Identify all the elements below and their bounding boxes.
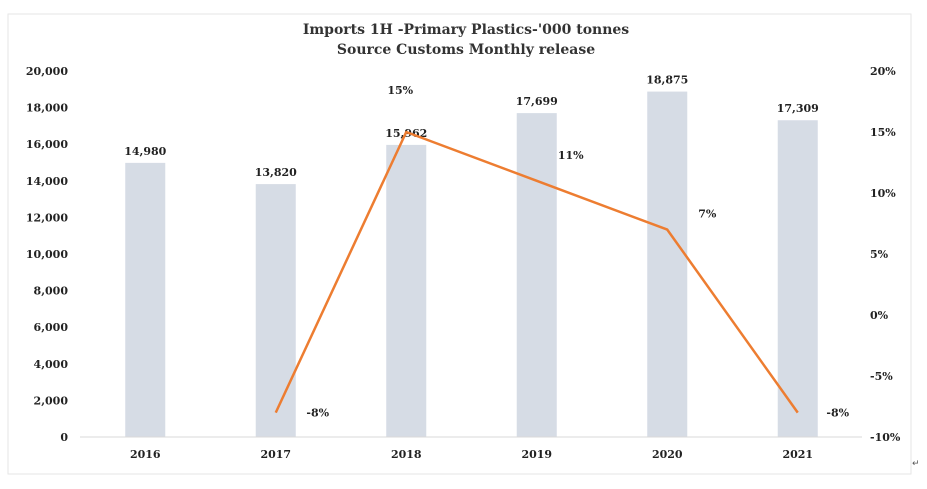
x-axis-tick-label: 2017 <box>260 448 291 461</box>
growth-value-label: -8% <box>306 407 329 420</box>
growth-line <box>274 130 799 414</box>
x-axis-tick-labels: 2016 2017 2018 2019 2020 2021 <box>130 448 813 461</box>
growth-value-label: 15% <box>387 84 413 97</box>
bar <box>777 120 818 437</box>
bar <box>125 162 166 437</box>
growth-value-label: 11% <box>558 149 584 162</box>
left-axis-tick-label: 0 <box>60 431 68 444</box>
left-axis-tick-label: 12,000 <box>26 211 68 224</box>
left-axis-tick-label: 18,000 <box>26 102 68 115</box>
right-axis-tick-label: -5% <box>870 370 893 383</box>
bar <box>255 184 296 437</box>
x-axis-tick-label: 2020 <box>652 448 683 461</box>
x-axis-tick-label: 2021 <box>782 448 813 461</box>
bar-series <box>125 91 818 438</box>
growth-data-labels: -8% 15% 11% 7% -8% <box>306 84 849 420</box>
bar <box>516 113 557 437</box>
growth-line-series <box>274 130 799 414</box>
x-axis-tick-label: 2019 <box>521 448 552 461</box>
left-axis-tick-label: 20,000 <box>26 65 68 78</box>
chart-title: Imports 1H -Primary Plastics-'000 tonnes <box>303 22 629 38</box>
corner-mark: ↵ <box>912 459 920 469</box>
chart-border <box>7 13 912 475</box>
left-axis-tick-label: 4,000 <box>34 358 69 371</box>
right-axis-tick-label: 5% <box>870 248 889 261</box>
left-axis-tick-label: 16,000 <box>26 138 68 151</box>
bar <box>386 144 427 438</box>
left-axis-tick-label: 2,000 <box>34 394 69 407</box>
x-axis-tick-label: 2018 <box>391 448 422 461</box>
growth-value-label: -8% <box>826 407 849 420</box>
left-axis-tick-label: 14,000 <box>26 175 68 188</box>
bar-value-label: 17,309 <box>777 102 819 115</box>
left-axis-tick-label: 6,000 <box>34 321 69 334</box>
bar-value-label: 18,875 <box>646 74 688 87</box>
right-axis-tick-label: 10% <box>870 187 896 200</box>
right-axis-tick-label: 20% <box>870 65 896 78</box>
left-y-axis: 0 2,000 4,000 6,000 8,000 10,000 12,000 14,000 1… <box>26 65 68 444</box>
bar-value-label: 13,820 <box>255 166 297 179</box>
bar-value-label: 17,699 <box>516 95 558 108</box>
right-axis-tick-label: 0% <box>870 309 889 322</box>
growth-value-label: 7% <box>698 208 717 221</box>
bar-value-label: 14,980 <box>124 145 166 158</box>
right-y-axis: -10% -5% 0% 5% 10% 15% 20% <box>870 65 901 444</box>
x-axis-tick-label: 2016 <box>130 448 161 461</box>
left-axis-tick-label: 8,000 <box>34 285 69 298</box>
right-axis-tick-label: -10% <box>870 431 901 444</box>
left-axis-tick-label: 10,000 <box>26 248 68 261</box>
bar <box>647 91 688 438</box>
chart-subtitle: Source Customs Monthly release <box>337 42 595 58</box>
right-axis-tick-label: 15% <box>870 126 896 139</box>
